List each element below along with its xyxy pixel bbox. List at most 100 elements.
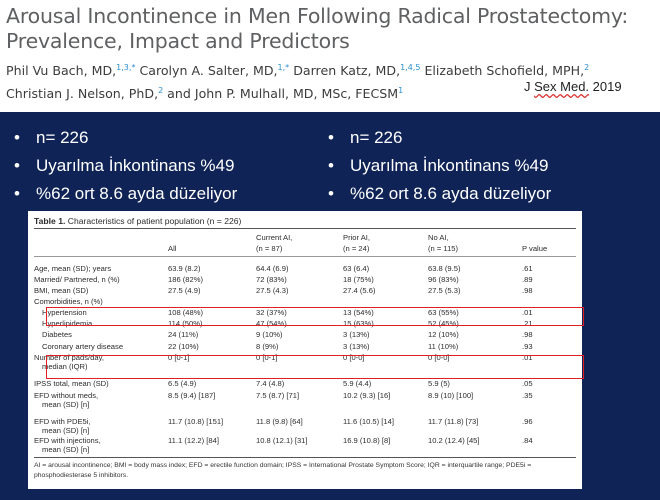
row-label: Married/ Partnered, n (%) [34,275,120,284]
table-cell: 11.7 (11.8) [73] [428,417,479,426]
table-cell: .35 [522,391,533,400]
author-name: Phil Vu Bach, MD, [6,63,117,79]
table-cell: .01 [522,308,533,317]
bullet-item: • %62 ort 8.6 ayda düzeliyor [328,180,551,208]
table-cell: 10.2 (9.3) [16] [343,391,391,400]
bullet-text: %62 ort 8.6 ayda düzeliyor [350,184,552,203]
column-header: All [168,244,177,253]
bullet-dot-icon: • [328,184,334,203]
row-label-continued: mean (SD) [n] [42,445,90,454]
table-caption-text: Characteristics of patient population (n… [65,216,242,226]
table-cell: 5.9 (5) [428,379,450,388]
paper-title-line1: Arousal Incontinence in Men Following Ra… [6,4,629,28]
author-name: Carolyn A. Salter, MD, [135,63,278,79]
bullet-text: Uyarılma İnkontinans %49 [36,156,235,175]
table-rule [34,256,576,257]
author-name: and John P. Mulhall, MD, MSc, FECSM [163,86,399,102]
bullet-dot-icon: • [14,128,20,147]
table-cell: .21 [522,319,533,328]
author-affiliation: 2 [158,86,164,96]
column-header: P value [522,244,548,253]
row-label: Age, mean (SD); years [34,264,112,273]
authors-line1: Phil Vu Bach, MD,1,3,* Carolyn A. Salter… [6,58,656,81]
bullet-item: • %62 ort 8.6 ayda düzeliyor [14,180,237,208]
table-cell: 47 (54%) [256,319,287,328]
table-cell: 108 (48%) [168,308,204,317]
author-affiliation: 1 [398,86,404,96]
table-cell: 27.5 (5.3) [428,286,461,295]
journal-name: Sex Med. [534,79,590,94]
table-cell: 0 [0-1] [256,353,278,362]
row-label: BMI, mean (SD) [34,286,89,295]
table-cell: 114 (50%) [168,319,203,328]
row-label-continued: mean (SD) [n] [42,426,90,435]
table-cell: 18 (75%) [343,275,374,284]
author-name: Christian J. Nelson, PhD, [6,86,159,102]
bullet-text: n= 226 [36,128,89,147]
journal-citation: J Sex Med. 2019 [524,79,622,94]
table-cell: 15 (63%) [343,319,374,328]
table-cell: 3 (13%) [343,330,370,339]
journal-prefix: J [524,79,535,94]
column-header: (n = 24) [343,244,370,253]
paper-title-line2: Prevalence, Impact and Predictors [6,29,350,53]
author-affiliation: 2 [584,63,590,72]
row-label: Coronary artery disease [42,342,124,351]
table-cell: 63 (55%) [428,308,459,317]
table-cell: 0 [0-1] [168,353,190,362]
table-cell: 186 (82%) [168,275,204,284]
bullet-text: Uyarılma İnkontinans %49 [350,156,549,175]
paper-header: Arousal Incontinence in Men Following Ra… [0,0,660,112]
column-header: Current AI, [256,233,293,242]
row-label: EFD with PDE5i, [34,417,91,426]
table-cell: 6.5 (4.9) [168,379,197,388]
table-cell: 13 (54%) [343,308,374,317]
table-cell: 63.8 (9.5) [428,264,461,273]
author-affiliation: 1,3,* [116,63,136,72]
table-cell: 27.5 (4.3) [256,286,289,295]
table-cell: 72 (83%) [256,275,287,284]
bullet-list-right: • n= 226 • Uyarılma İnkontinans %49 • %62 o… [328,124,551,208]
table-footnote: AI = arousal incontinence; BMI = body ma… [34,462,532,479]
author-name: Darren Katz, MD, [289,63,401,79]
table-cell: 11 (10%) [428,342,459,351]
table-cell: 11.6 (10.5) [14] [343,417,394,426]
table-cell: 63.9 (8.2) [168,264,201,273]
row-label: IPSS total, mean (SD) [34,379,109,388]
table-cell: 27.4 (5.6) [343,286,376,295]
table-cell: 52 (45%) [428,319,459,328]
row-label: Hyperlipidemia [42,319,93,328]
column-header: No AI, [428,233,449,242]
row-label: Hypertension [42,308,87,317]
bullet-item: • Uyarılma İnkontinans %49 [328,152,551,180]
table-cell: .96 [522,417,533,426]
bullet-list-left: • n= 226 • Uyarılma İnkontinans %49 • %62 o… [14,124,237,208]
table-cell: 27.5 (4.9) [168,286,201,295]
column-header: (n = 87) [256,244,283,253]
table-cell: 8 (9%) [256,342,279,351]
row-label: Number of pads/day, [34,353,104,362]
row-label: Diabetes [42,330,72,339]
table-rule [34,457,576,458]
bullet-item: • Uyarılma İnkontinans %49 [14,152,237,180]
table-cell: .93 [522,342,533,351]
table-cell: 32 (37%) [256,308,287,317]
journal-year: 2019 [589,79,622,94]
table-cell: .01 [522,353,533,362]
table-cell: 7.5 (8.7) [71] [256,391,300,400]
author-affiliation: 1,4,5 [400,63,421,72]
table-cell: 10.2 (12.4) [45] [428,436,480,445]
authors-line2: Christian J. Nelson, PhD,2 and John P. M… [6,81,656,104]
bullet-item: • n= 226 [328,124,551,152]
table-cell: 0 [0-0] [428,353,450,362]
table-cell: 11.1 (12.2) [84] [168,436,219,445]
bullet-dot-icon: • [328,128,334,147]
author-name: Elizabeth Schofield, MPH, [420,63,585,79]
bullet-dot-icon: • [14,156,20,175]
table-rule [34,228,576,229]
table-cell: 3 (13%) [343,342,370,351]
bullet-dot-icon: • [328,156,334,175]
author-affiliation: 1,* [277,63,290,72]
row-label-continued: mean (SD) [n] [42,400,90,409]
table-cell: .98 [522,330,533,339]
